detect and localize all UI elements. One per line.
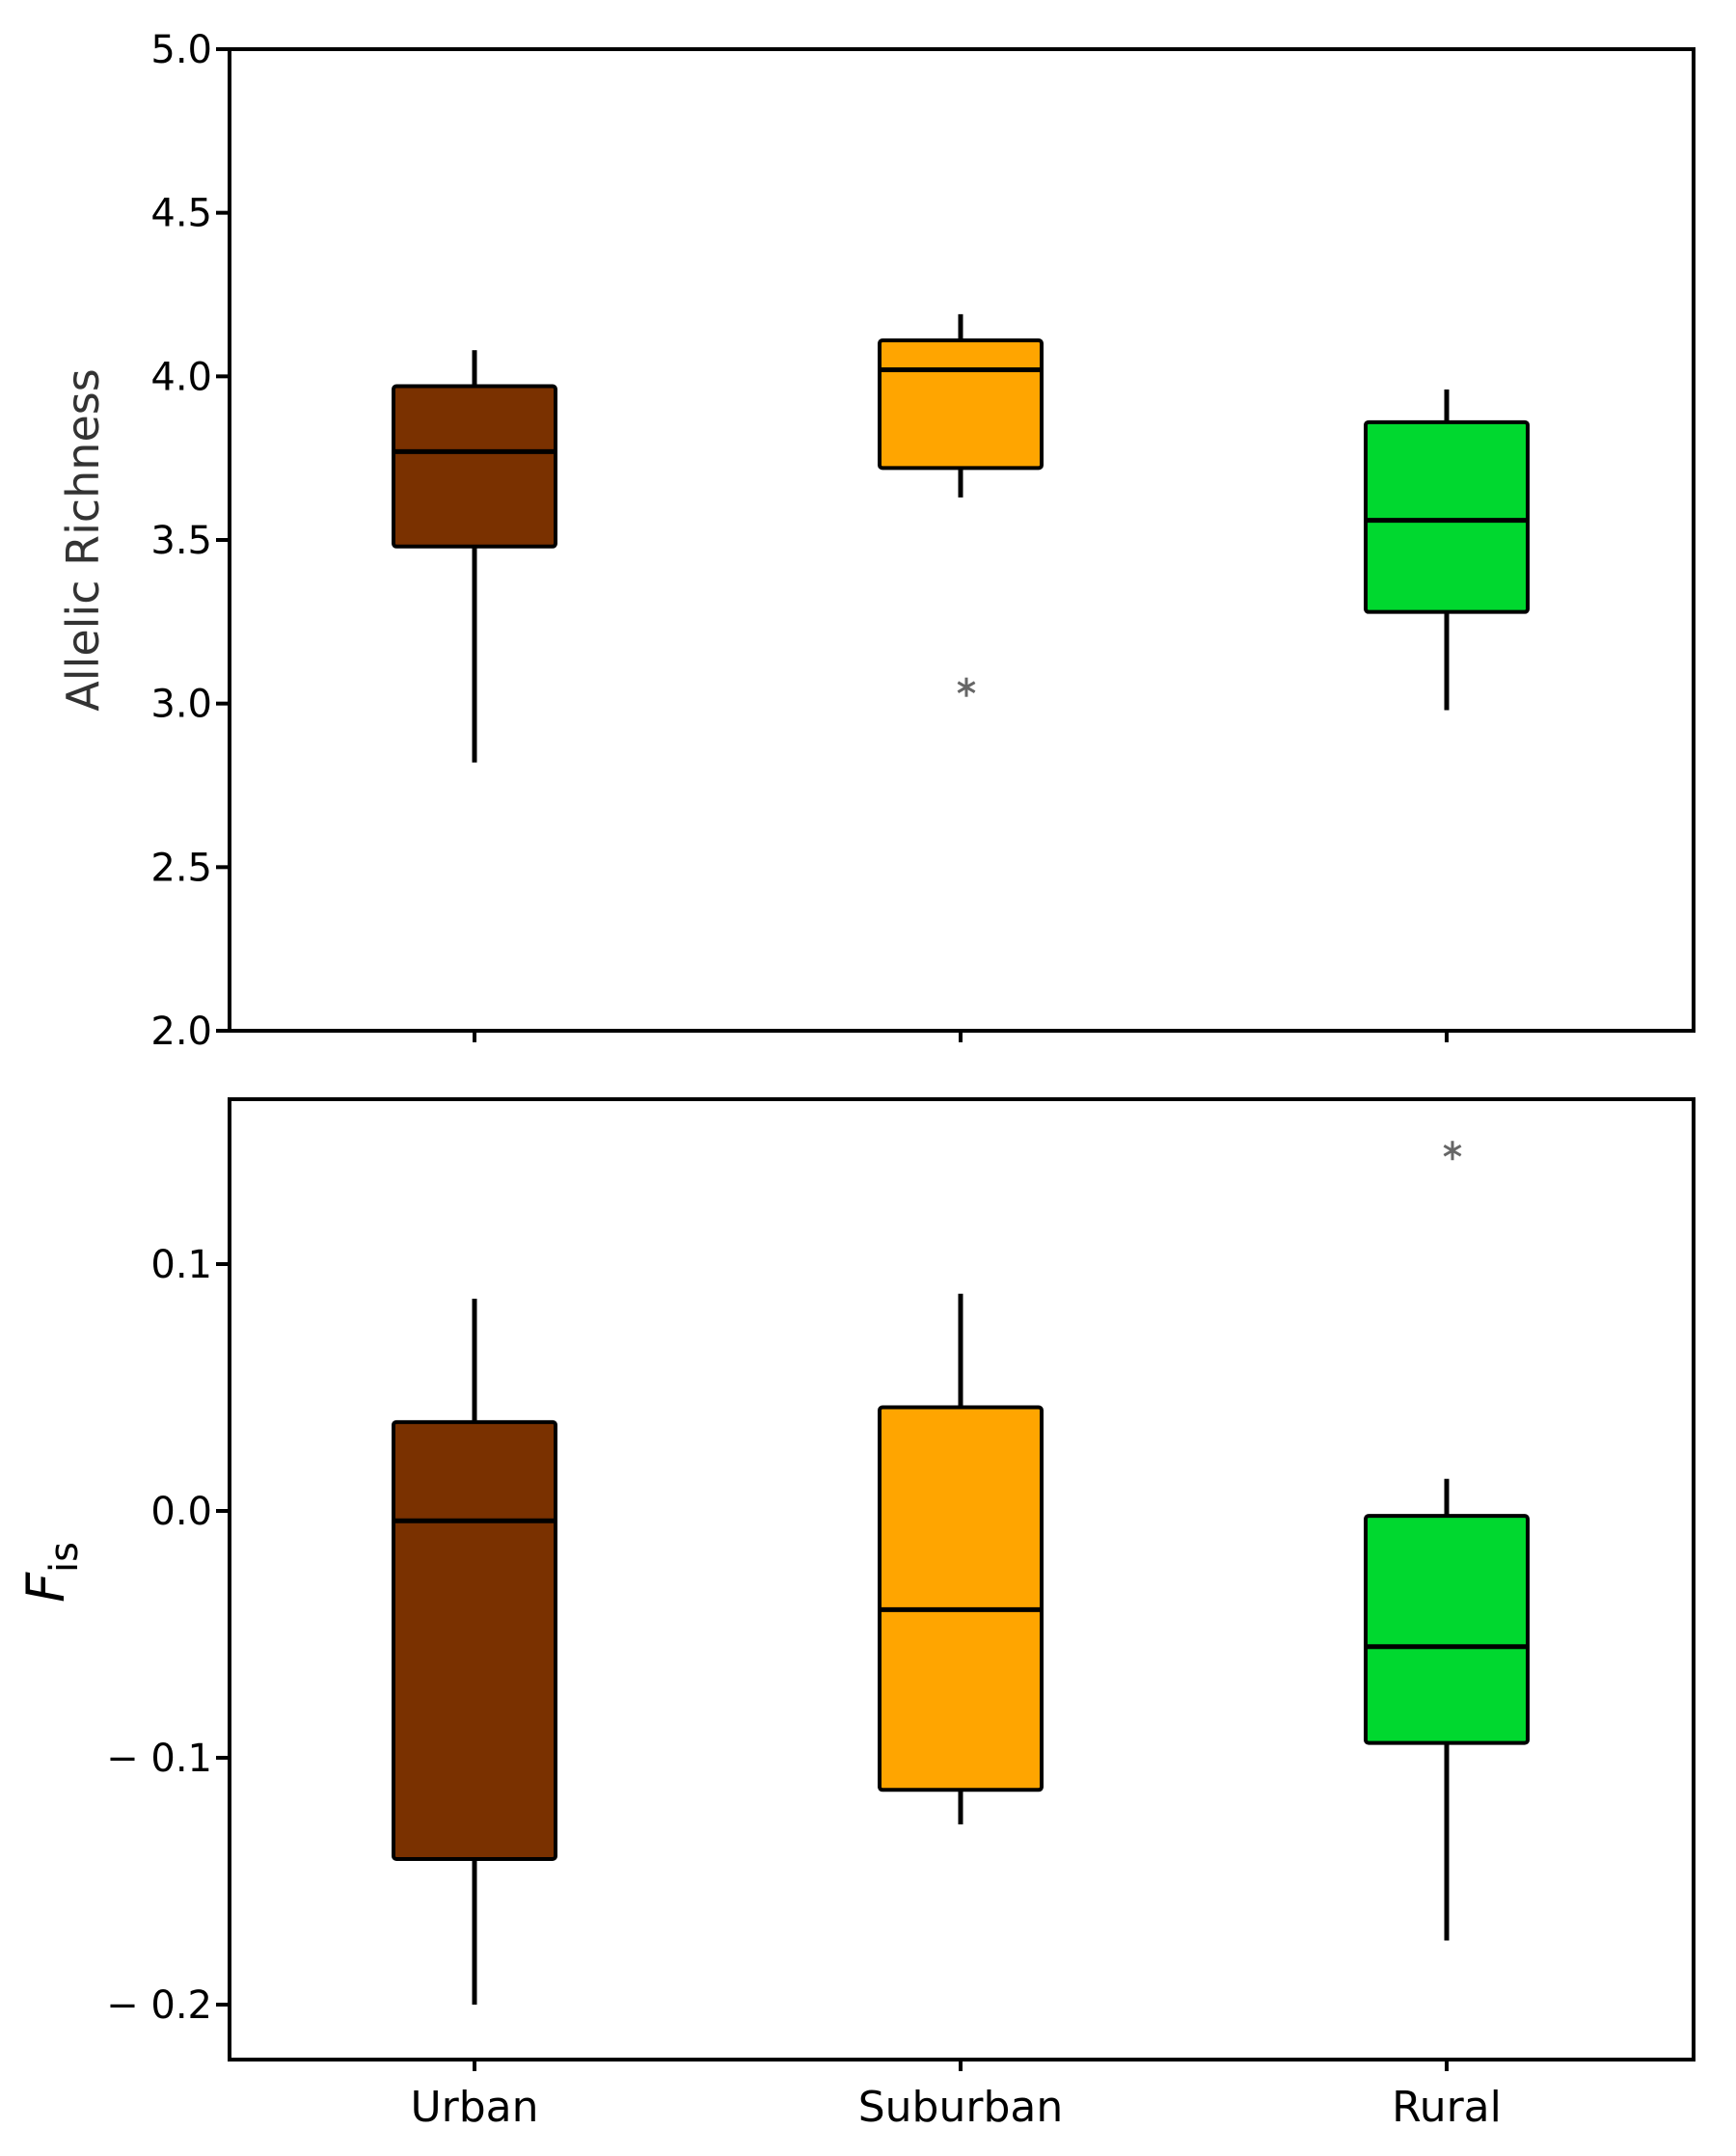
- bottom-y-tick-label: 0.0: [150, 1490, 212, 1534]
- top-outlier-marker: [957, 677, 976, 697]
- category-label-suburban: Suburban: [858, 2083, 1064, 2132]
- top-y-axis: 5.0 4.5 4.0 3.5 3.0 2.5 2.0: [150, 28, 230, 1054]
- bottom-y-axis: 0.1 0.0 − 0.1 − 0.2: [106, 1243, 230, 2028]
- top-y-tick-label: 4.5: [150, 192, 212, 236]
- bottom-y-tick-label: 0.1: [150, 1243, 212, 1287]
- bottom-iqr-box: [878, 1405, 1044, 1792]
- top-boxes: [392, 313, 1530, 763]
- top-y-tick-label: 3.0: [150, 683, 212, 727]
- top-y-tick-label: 4.0: [150, 355, 212, 399]
- bottom-iqr-box: [1364, 1514, 1530, 1745]
- category-label-urban: Urban: [410, 2083, 538, 2132]
- top-box-urban: [392, 350, 557, 763]
- bottom-box-suburban: [878, 1293, 1044, 1825]
- panel-top: 5.0 4.5 4.0 3.5 3.0 2.5 2.0 Allelic Richness: [57, 28, 1695, 1054]
- top-x-ticks: [473, 1031, 1449, 1042]
- category-label-rural: Rural: [1392, 2083, 1502, 2132]
- bottom-box-urban: [392, 1298, 557, 2005]
- category-labels: Urban Suburban Rural: [410, 2083, 1501, 2132]
- top-box-suburban: [878, 313, 1044, 697]
- bottom-y-tick-label: − 0.1: [106, 1737, 212, 1781]
- top-iqr-box: [878, 338, 1044, 471]
- top-iqr-box: [392, 384, 557, 549]
- top-y-axis-label: Allelic Richness: [57, 368, 109, 711]
- bottom-x-ticks: [473, 2060, 1449, 2071]
- top-box-rural: [1364, 389, 1530, 711]
- bottom-y-tick-label: − 0.2: [106, 1983, 212, 2028]
- bottom-y-axis-label-subscript: is: [42, 1542, 87, 1573]
- bottom-boxes: [392, 1141, 1530, 2005]
- top-y-tick-label: 2.0: [150, 1010, 212, 1054]
- top-y-tick-label: 2.5: [150, 846, 212, 890]
- bottom-outlier-marker: [1443, 1141, 1462, 1161]
- bottom-box-rural: [1364, 1141, 1530, 1941]
- top-y-tick-label: 5.0: [150, 28, 212, 72]
- panel-bottom: 0.1 0.0 − 0.1 − 0.2 Fis Urban Suburban Rural: [15, 1097, 1695, 2132]
- bottom-iqr-box: [392, 1419, 557, 1861]
- top-iqr-box: [1364, 419, 1530, 614]
- top-outlier-marker-stroke: [957, 681, 976, 693]
- bottom-outlier-marker-stroke: [1443, 1144, 1462, 1157]
- bottom-y-axis-label-main: F: [15, 1572, 76, 1603]
- top-y-tick-label: 3.5: [150, 519, 212, 563]
- bottom-y-axis-label: Fis: [15, 1542, 87, 1603]
